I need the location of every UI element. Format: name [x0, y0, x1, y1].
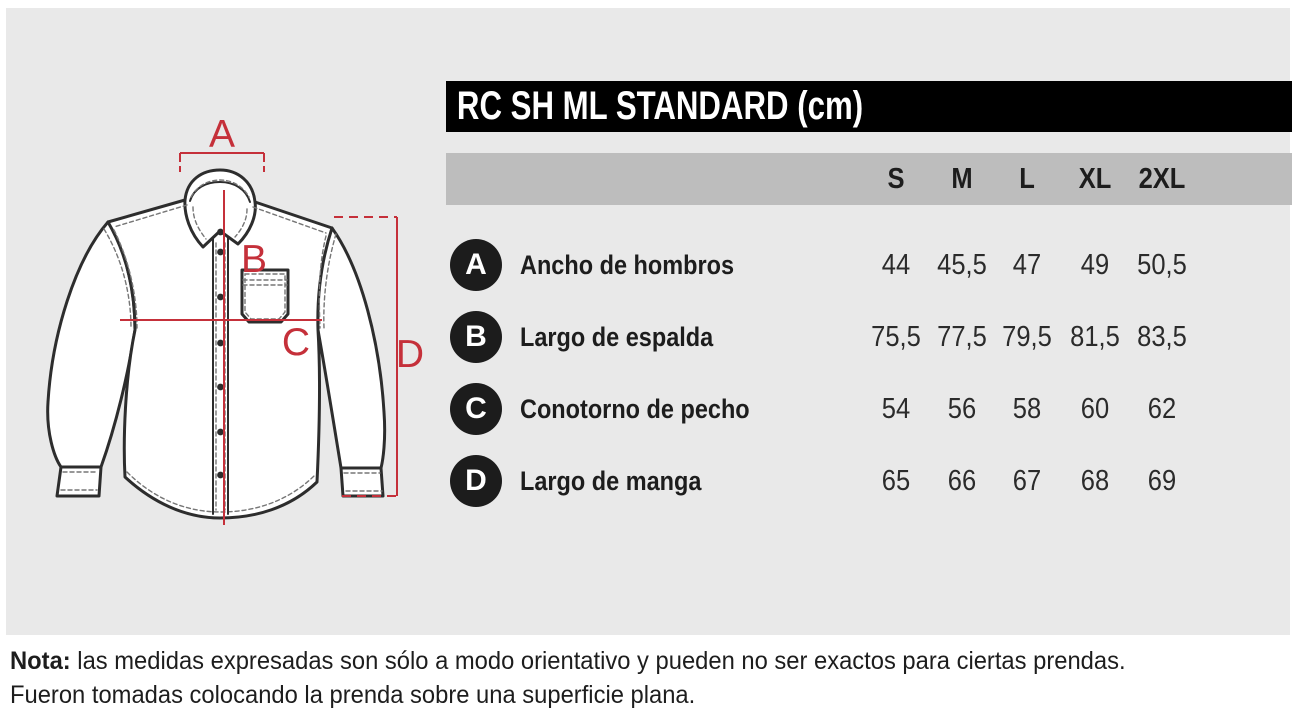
note-line-2: Fueron tomadas colocando la prenda sobre… — [10, 681, 696, 709]
row-value: 83,5 — [1137, 321, 1187, 353]
size-header-xl: XL — [1078, 163, 1112, 195]
size-header-l: L — [1019, 163, 1035, 195]
row-value: 77,5 — [937, 321, 987, 353]
table-row-b: B Largo de espalda 75,5 77,5 79,5 81,5 8… — [6, 311, 1290, 363]
row-label: Largo de espalda — [520, 322, 714, 352]
row-label: Ancho de hombros — [520, 250, 735, 280]
row-value: 65 — [881, 465, 911, 497]
note-prefix: Nota: — [10, 647, 71, 675]
marker-c-label: C — [282, 321, 310, 364]
row-value: 60 — [1080, 393, 1110, 425]
row-value: 58 — [1012, 393, 1042, 425]
right-cuff — [339, 466, 385, 498]
row-value: 68 — [1080, 465, 1110, 497]
buttons — [217, 228, 224, 479]
size-header-s: S — [887, 163, 905, 195]
row-value: 54 — [881, 393, 911, 425]
table-row-d: D Largo de manga 65 66 67 68 69 — [6, 455, 1290, 507]
row-marker-badge: B — [450, 311, 502, 363]
left-cuff — [55, 465, 103, 498]
row-value: 45,5 — [937, 249, 987, 281]
row-value: 66 — [947, 465, 977, 497]
row-value: 62 — [1147, 393, 1177, 425]
row-marker-badge: C — [450, 383, 502, 435]
size-header-row — [446, 153, 1292, 205]
row-label: Conotorno de pecho — [520, 394, 750, 424]
measure-line-a — [179, 152, 265, 162]
row-value: 69 — [1147, 465, 1177, 497]
marker-d-label: D — [396, 333, 424, 376]
collar — [183, 168, 257, 249]
table-row-a: A Ancho de hombros 44 45,5 47 49 50,5 — [6, 239, 1290, 291]
size-header-2xl: 2XL — [1138, 163, 1186, 195]
size-header-m: M — [951, 163, 973, 195]
measurement-overlay: A B C D — [120, 113, 424, 525]
row-marker-badge: A — [450, 239, 502, 291]
shirt-diagram: A B C D — [46, 113, 424, 525]
table-title: RC SH ML STANDARD (cm) — [456, 84, 864, 128]
row-value: 44 — [881, 249, 911, 281]
note: Nota: las medidas expresadas son sólo a … — [10, 644, 1226, 712]
placket — [212, 237, 229, 515]
row-value: 50,5 — [1137, 249, 1187, 281]
row-value: 47 — [1012, 249, 1042, 281]
note-line-1: Nota: las medidas expresadas son sólo a … — [10, 647, 1126, 675]
marker-a-label: A — [209, 113, 235, 156]
marker-b-label: B — [241, 238, 267, 281]
row-value: 56 — [947, 393, 977, 425]
row-value: 81,5 — [1070, 321, 1120, 353]
table-title-bar: RC SH ML STANDARD (cm) — [446, 81, 1292, 132]
chest-pocket — [240, 268, 290, 324]
table-row-c: C Conotorno de pecho 54 56 58 60 62 — [6, 383, 1290, 435]
row-value: 79,5 — [1002, 321, 1052, 353]
row-marker-badge: D — [450, 455, 502, 507]
row-label: Largo de manga — [520, 466, 702, 496]
row-value: 67 — [1012, 465, 1042, 497]
row-value: 49 — [1080, 249, 1110, 281]
row-value: 75,5 — [871, 321, 921, 353]
size-guide-panel: A B C D RC SH ML STANDARD (cm) S M L XL … — [6, 8, 1292, 635]
